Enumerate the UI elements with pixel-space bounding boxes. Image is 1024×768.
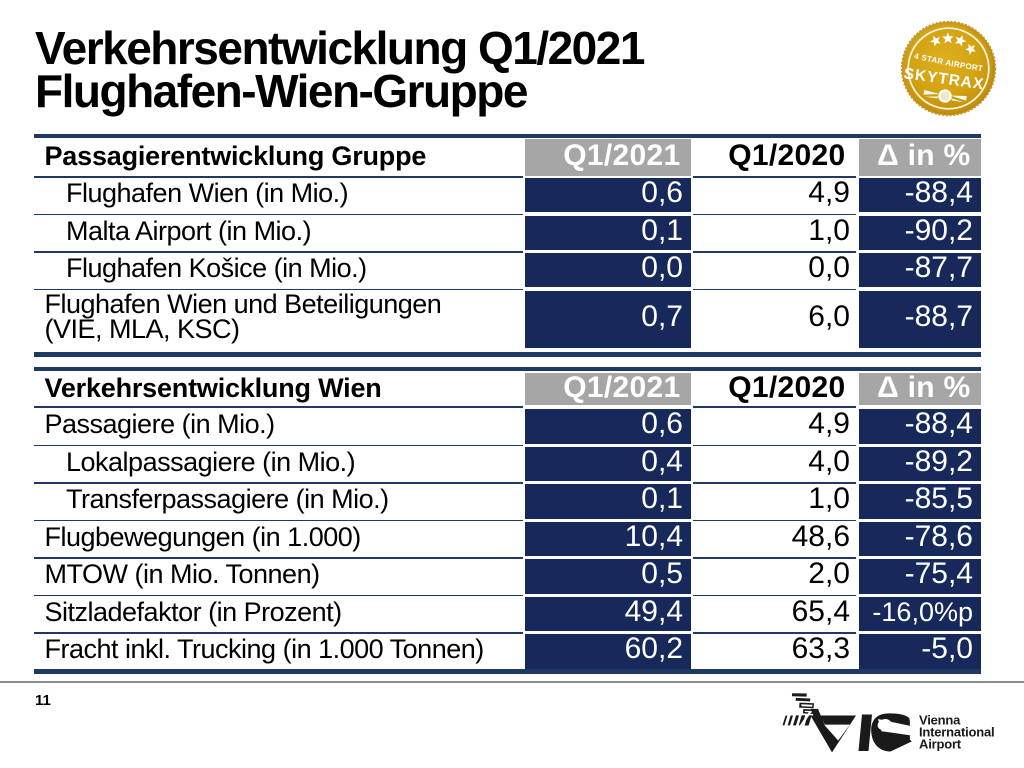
svg-text:Vienna: Vienna: [919, 713, 961, 728]
svg-text:Airport: Airport: [919, 737, 962, 752]
svg-text:International: International: [919, 724, 994, 739]
